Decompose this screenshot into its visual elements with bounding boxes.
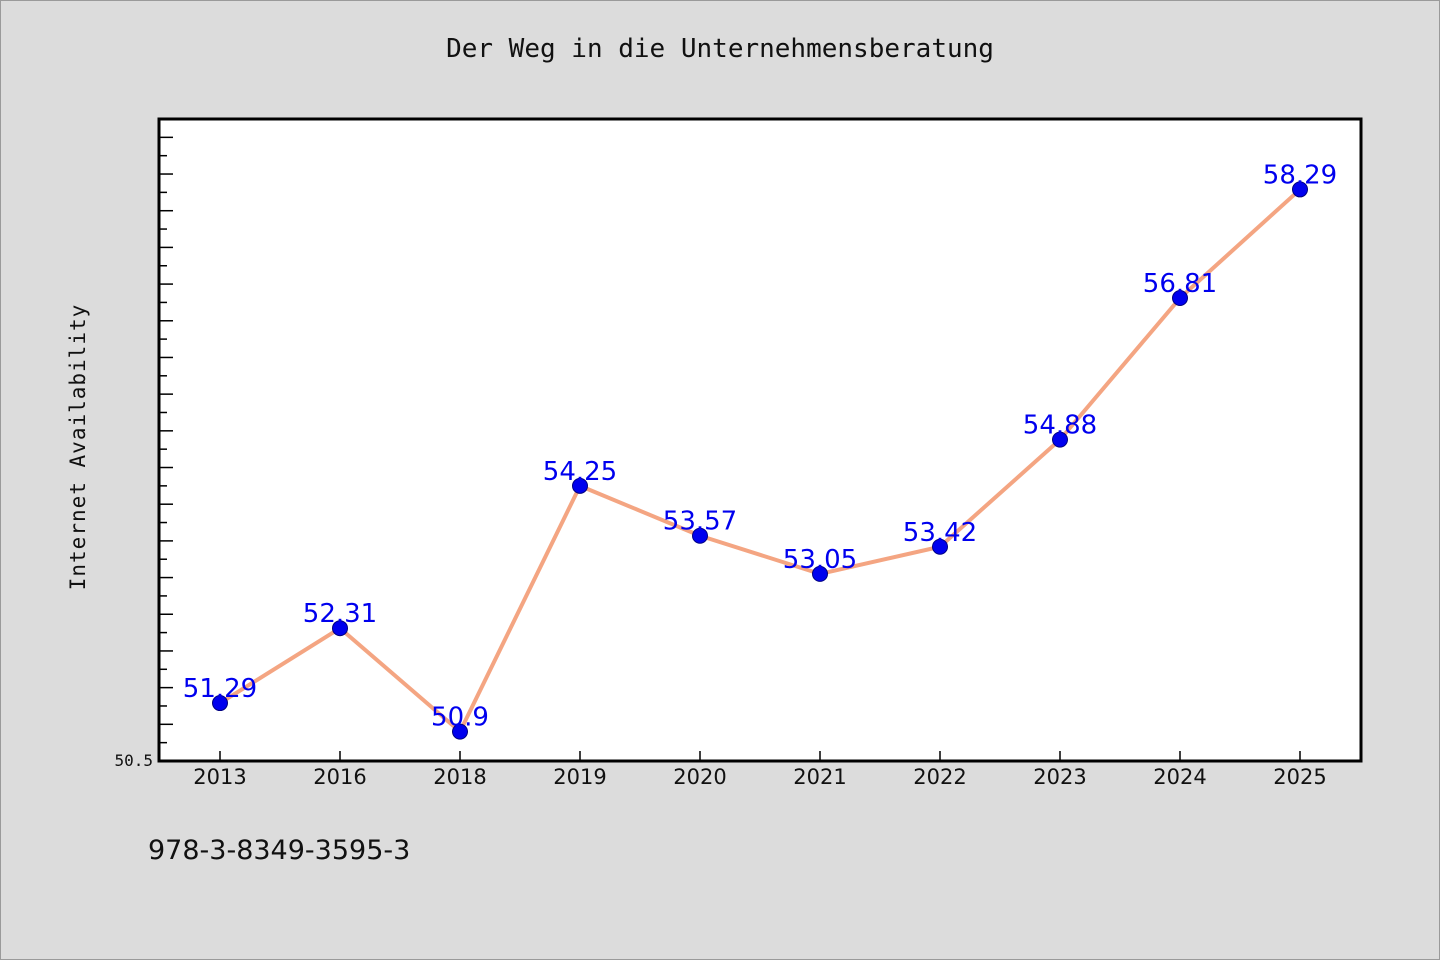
x-tick-label: 2016: [313, 765, 366, 789]
data-labels: 51.29 52.31 50.9 54.25 53.57 53.05 53.42 54.88 5…: [183, 160, 1337, 732]
x-tick-label: 2025: [1273, 765, 1326, 789]
x-tick-label: 2013: [193, 765, 246, 789]
data-label: 53.42: [903, 518, 977, 548]
data-point: [932, 538, 948, 555]
x-tick-label: 2021: [793, 765, 846, 789]
y-axis-min-label: 50.5: [114, 751, 153, 770]
data-point: [1052, 431, 1068, 448]
data-point: [572, 477, 588, 494]
plot-area: [157, 117, 1363, 763]
y-axis-ticks: [159, 118, 173, 762]
data-point: [812, 565, 828, 582]
x-tick-label: 2019: [553, 765, 606, 789]
data-point: [1292, 181, 1308, 198]
chart-title: Der Weg in die Unternehmensberatung: [446, 34, 994, 64]
data-label: 54.25: [543, 457, 617, 487]
data-label: 52.31: [303, 599, 377, 629]
x-tick-label: 2020: [673, 765, 726, 789]
data-label: 58.29: [1263, 160, 1337, 190]
data-points: [212, 181, 1308, 740]
data-point: [332, 620, 348, 637]
series-line: [218, 187, 1302, 734]
x-axis-ticks: 2013 2016 2018 2019 2020 2021 2022 2023 2024 2025: [193, 751, 1327, 789]
data-label: 54.88: [1023, 411, 1097, 441]
data-point: [212, 695, 228, 712]
x-tick-label: 2022: [913, 765, 966, 789]
isbn-footer: 978-3-8349-3595-3: [148, 835, 411, 866]
x-tick-label: 2023: [1033, 765, 1086, 789]
x-tick-label: 2018: [433, 765, 486, 789]
data-label: 53.05: [783, 545, 857, 575]
data-point: [692, 527, 708, 544]
data-point: [452, 723, 468, 740]
data-label: 51.29: [183, 674, 257, 704]
data-label: 53.57: [663, 507, 737, 537]
x-tick-label: 2024: [1153, 765, 1206, 789]
data-point: [1172, 290, 1188, 307]
data-label: 50.9: [431, 703, 489, 733]
data-label: 56.81: [1143, 269, 1217, 299]
